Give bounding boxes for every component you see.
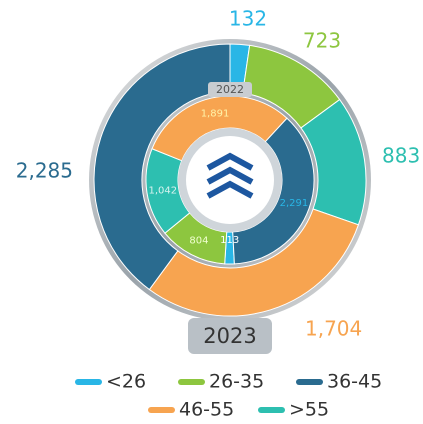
legend-swatch [75,379,102,385]
ring-segment [148,208,360,317]
legend-swatch [258,407,285,413]
legend-swatch [296,379,323,385]
legend-label: >55 [289,399,329,421]
value-label: 2,285 [16,159,73,183]
center [186,136,274,224]
ring-label: 2022 [216,83,244,96]
value-label: 132 [229,7,267,31]
legend-label: 26-35 [209,371,264,393]
legend-label: 46-55 [179,399,234,421]
value-label: 113 [220,235,239,246]
legend-label: <26 [106,371,146,393]
ring-label: 2023 [203,324,256,348]
value-label: 804 [189,235,208,246]
value-label: 2,291 [280,198,309,209]
value-label: 723 [303,29,341,53]
year-tab [208,82,252,97]
legend-swatch [148,407,175,413]
logo [206,152,254,199]
ring-segment [93,43,231,291]
legend-label: 36-45 [327,371,382,393]
legend-swatch [178,379,205,385]
value-label: 1,891 [201,109,230,120]
year-tab [188,318,272,354]
value-label: 1,042 [148,185,177,196]
value-label: 883 [382,144,420,168]
value-label: 1,704 [305,317,362,341]
